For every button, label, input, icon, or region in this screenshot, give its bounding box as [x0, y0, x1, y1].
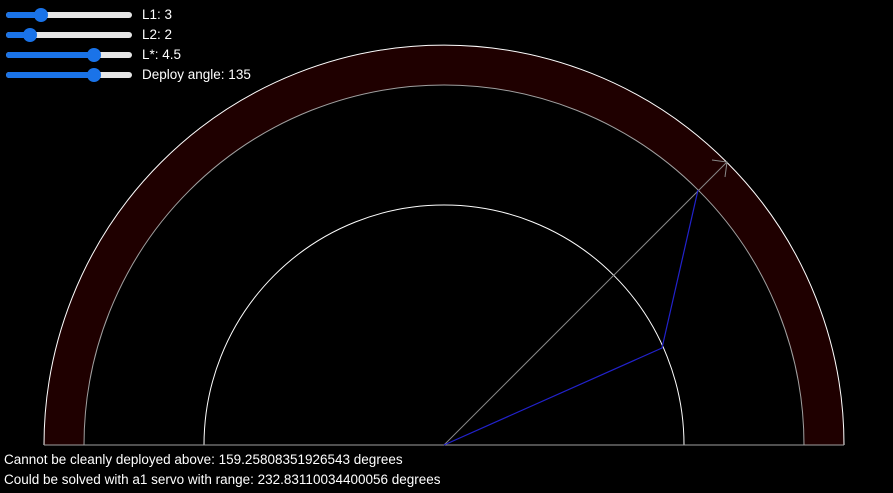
servo-range-text: Could be solved with a1 servo with range…	[4, 472, 441, 487]
deploy-limit-text: Cannot be cleanly deployed above: 159.25…	[4, 452, 403, 467]
inner-circle-arc	[203, 204, 685, 446]
lstar-label: L*: 4.5	[142, 47, 182, 62]
lstar-slider-thumb[interactable]	[86, 48, 101, 62]
slider-panel: L1: 3 L2: 2 L*: 4.5 Deploy an	[6, 5, 251, 85]
deploy-direction-line	[443, 161, 728, 446]
deploy-angle-label: Deploy angle: 135	[142, 67, 251, 82]
l1-slider[interactable]	[6, 5, 132, 25]
l2-slider[interactable]	[6, 25, 132, 45]
l1-label: L1: 3	[142, 7, 173, 22]
l2-slider-thumb[interactable]	[22, 28, 37, 42]
l1-control: L1: 3	[6, 5, 251, 25]
reach-band	[44, 45, 844, 446]
deploy-angle-slider[interactable]	[6, 65, 132, 85]
status-panel: Cannot be cleanly deployed above: 159.25…	[4, 450, 441, 490]
deploy-angle-control: Deploy angle: 135	[6, 65, 251, 85]
l2-label: L2: 2	[142, 27, 173, 42]
l2-control: L2: 2	[6, 25, 251, 45]
lstar-slider[interactable]	[6, 45, 132, 65]
lstar-control: L*: 4.5	[6, 45, 251, 65]
deploy-angle-slider-thumb[interactable]	[86, 68, 101, 82]
l1-slider-thumb[interactable]	[34, 8, 48, 22]
inner-reach-arc	[83, 84, 805, 446]
deploy-arrow-head	[711, 159, 728, 178]
outer-reach-arc	[43, 44, 845, 446]
arm-linkage	[443, 189, 699, 446]
